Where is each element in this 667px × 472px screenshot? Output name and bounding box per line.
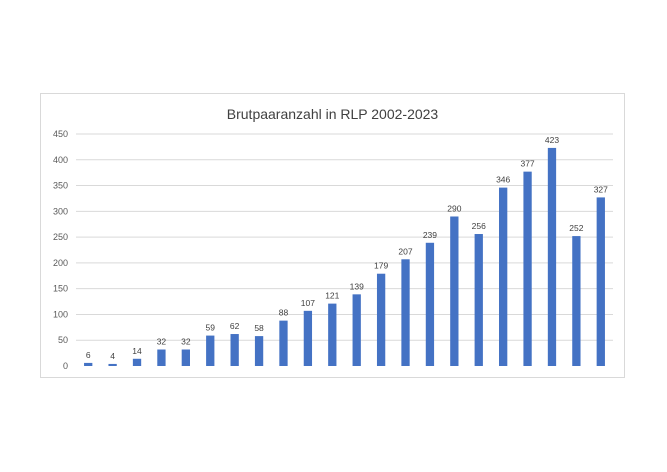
data-label: 58 bbox=[254, 323, 264, 333]
data-label: 88 bbox=[279, 308, 289, 318]
data-label: 139 bbox=[350, 281, 364, 291]
bar bbox=[596, 197, 605, 366]
data-label: 327 bbox=[594, 184, 608, 194]
bar bbox=[157, 349, 166, 366]
bar bbox=[547, 147, 557, 366]
bar bbox=[499, 187, 508, 366]
data-label: 62 bbox=[230, 321, 240, 331]
y-tick-label: 300 bbox=[53, 206, 68, 216]
bar bbox=[425, 242, 435, 366]
data-label: 377 bbox=[520, 159, 534, 169]
data-label: 423 bbox=[545, 135, 559, 145]
bar bbox=[523, 171, 532, 366]
y-tick-label: 50 bbox=[58, 335, 68, 345]
y-tick-label: 150 bbox=[53, 284, 68, 294]
bar bbox=[279, 320, 288, 366]
y-tick-label: 0 bbox=[63, 361, 68, 371]
data-label: 121 bbox=[325, 291, 339, 301]
bar bbox=[108, 363, 117, 366]
data-label: 252 bbox=[569, 223, 583, 233]
bar bbox=[303, 310, 313, 366]
bar bbox=[352, 294, 361, 366]
bar bbox=[401, 259, 410, 366]
bar-chart: 0 50 100 150 200 250 300 350 400 450 6 4 14 32 32 59 62 5… bbox=[53, 129, 613, 371]
data-label: 290 bbox=[447, 203, 461, 213]
y-tick-label: 100 bbox=[53, 309, 68, 319]
data-label: 107 bbox=[301, 298, 315, 308]
data-label: 207 bbox=[398, 246, 412, 256]
bar bbox=[254, 336, 264, 366]
data-label: 179 bbox=[374, 261, 388, 271]
bar bbox=[376, 273, 386, 366]
bar bbox=[132, 358, 142, 366]
data-label: 256 bbox=[472, 221, 486, 231]
bar bbox=[181, 349, 190, 366]
data-label: 59 bbox=[206, 323, 216, 333]
y-tick-label: 400 bbox=[53, 155, 68, 165]
data-label: 32 bbox=[181, 337, 191, 347]
y-tick-label: 450 bbox=[53, 129, 68, 139]
bar bbox=[450, 216, 459, 366]
data-label: 4 bbox=[110, 351, 115, 361]
bar bbox=[206, 335, 215, 366]
data-label: 32 bbox=[157, 337, 167, 347]
bar bbox=[474, 234, 483, 366]
data-label: 14 bbox=[132, 346, 142, 356]
data-label: 346 bbox=[496, 175, 510, 185]
bar bbox=[572, 236, 581, 366]
chart-title: Brutpaaranzahl in RLP 2002-2023 bbox=[226, 106, 439, 122]
data-label: 239 bbox=[423, 230, 437, 240]
data-label: 6 bbox=[86, 350, 91, 360]
bar bbox=[230, 334, 239, 366]
bar bbox=[84, 362, 93, 366]
chart-frame: Brutpaaranzahl in RLP 2002-2023 0 50 100 15… bbox=[40, 93, 625, 378]
y-tick-label: 200 bbox=[53, 258, 68, 268]
y-tick-label: 350 bbox=[53, 181, 68, 191]
bar bbox=[328, 303, 337, 366]
y-tick-label: 250 bbox=[53, 232, 68, 242]
